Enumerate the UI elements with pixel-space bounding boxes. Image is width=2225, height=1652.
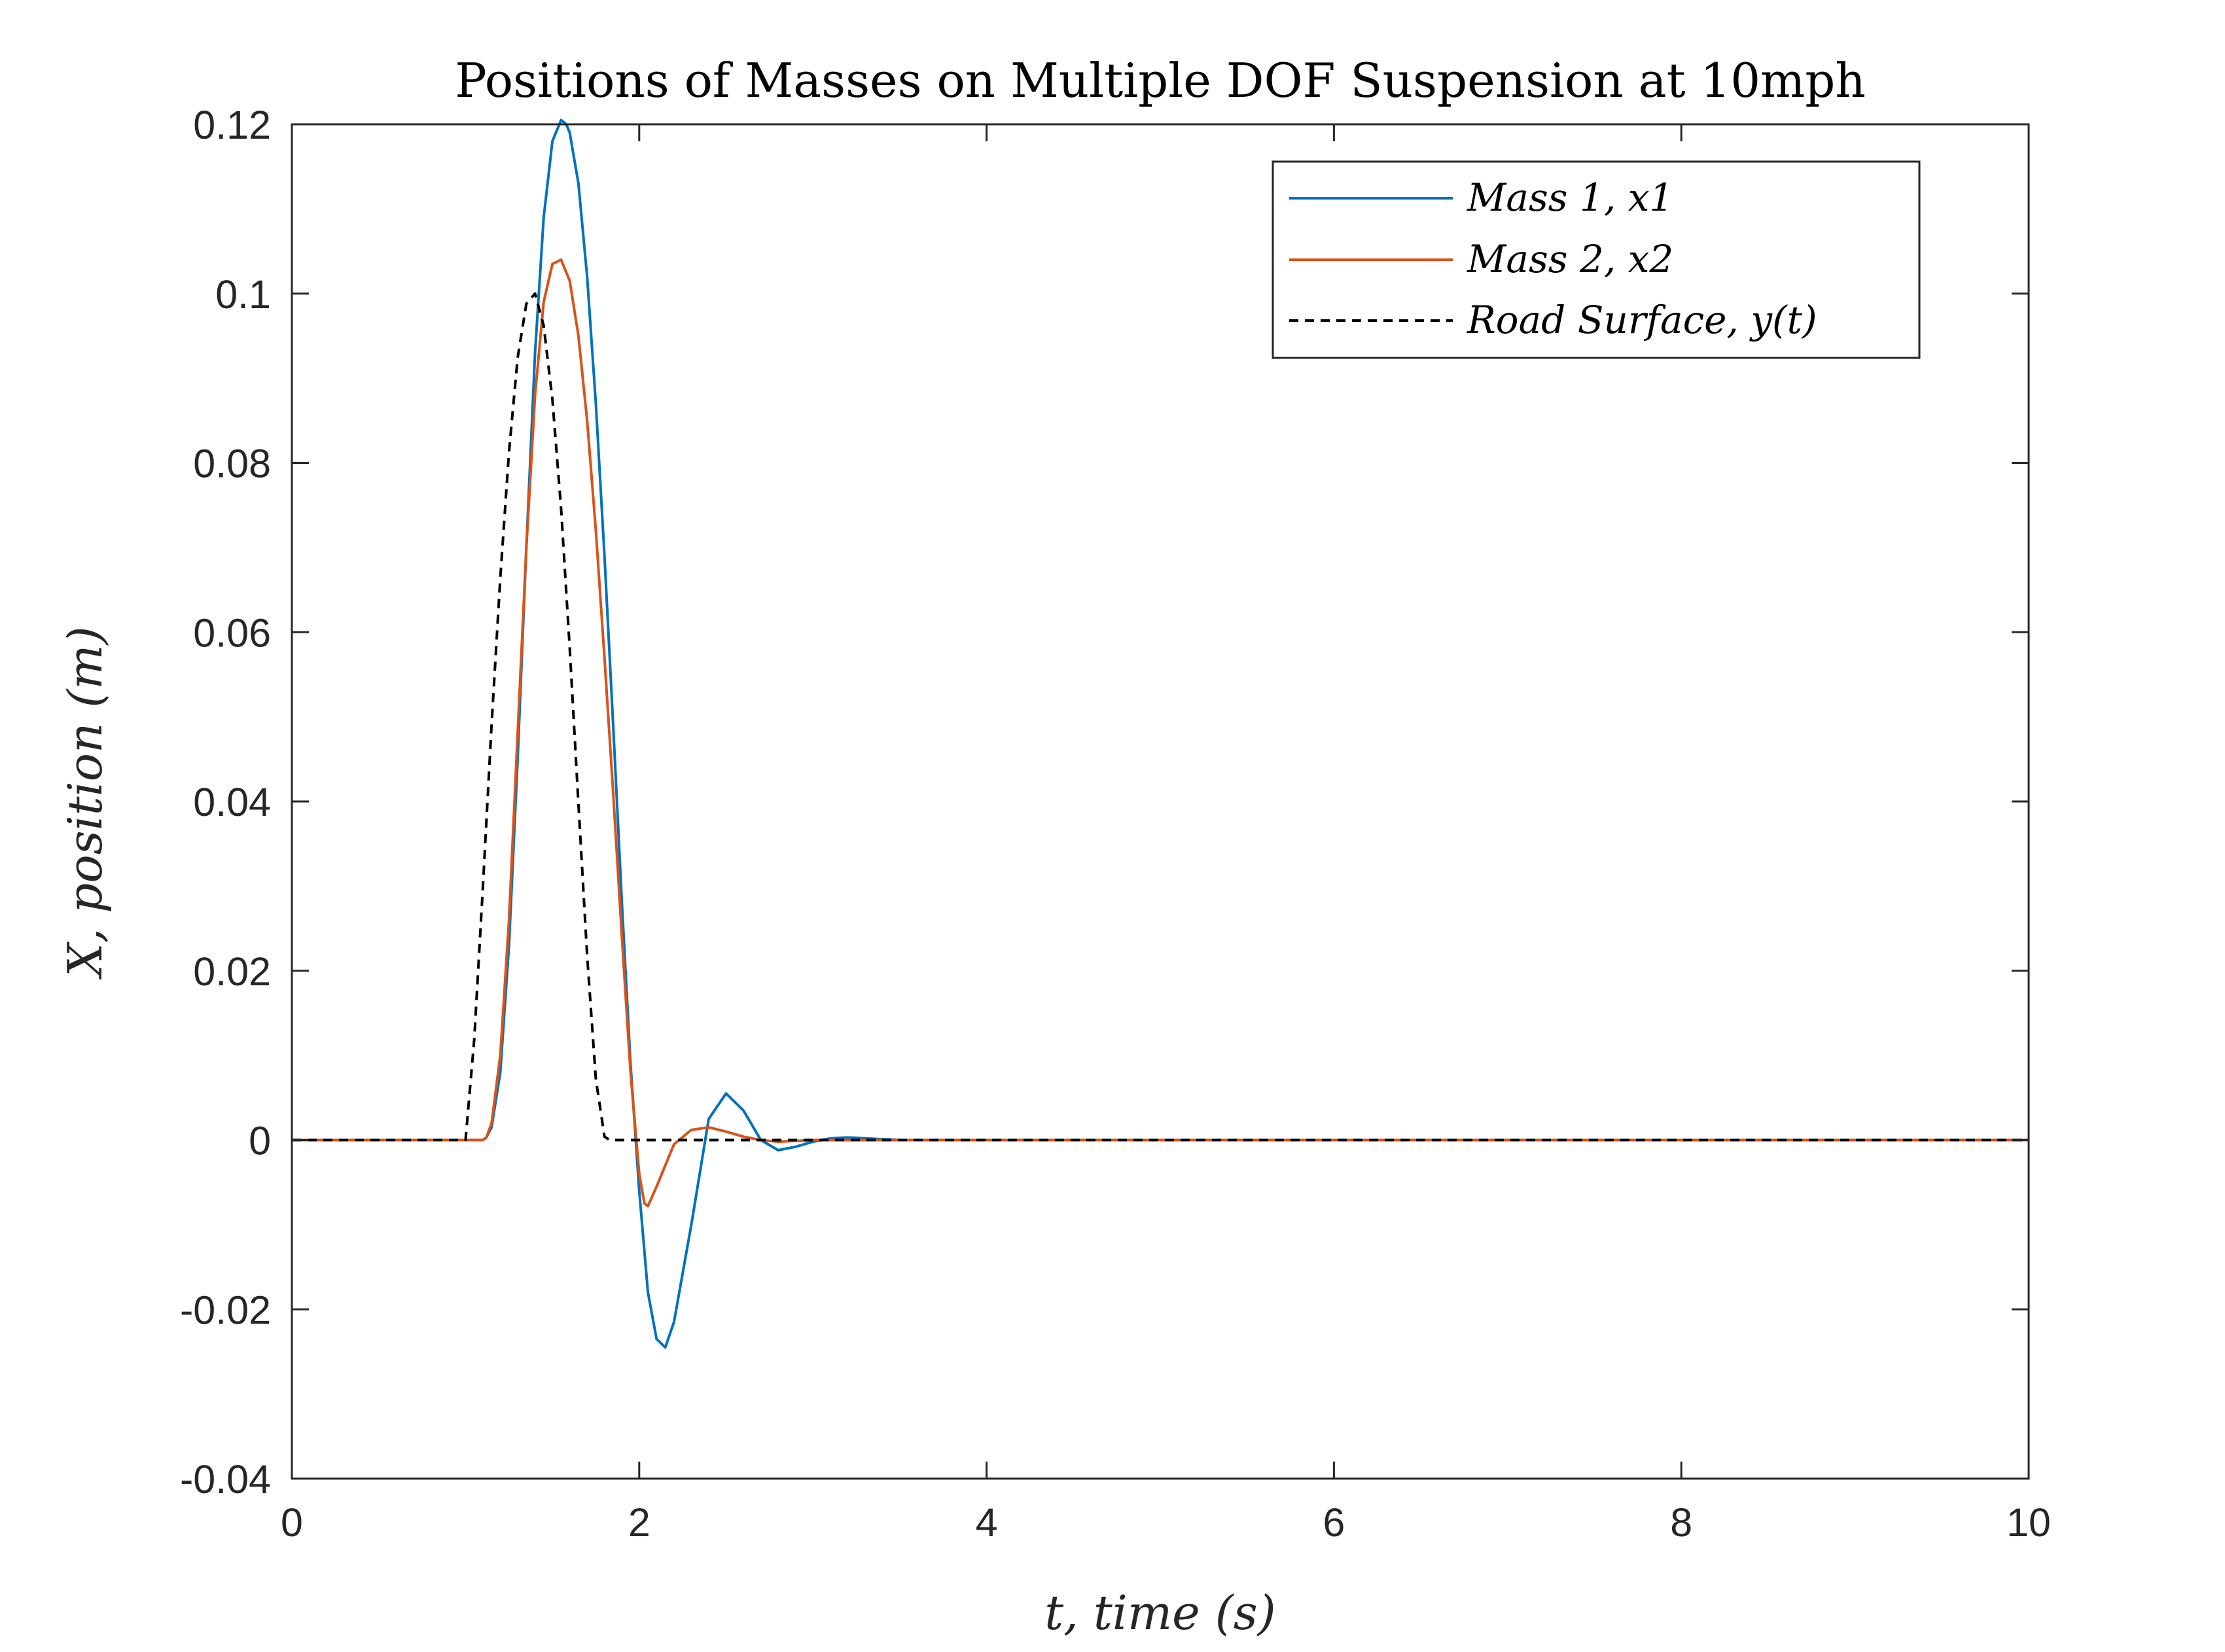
- x-tick-label: 4: [976, 1500, 998, 1545]
- x-tick-label: 10: [2006, 1500, 2051, 1545]
- x-tick-label: 6: [1323, 1500, 1345, 1545]
- y-tick-label: 0.02: [193, 949, 271, 994]
- series-line-3: [292, 292, 2029, 1142]
- chart-title: Positions of Masses on Multiple DOF Susp…: [455, 53, 1866, 108]
- y-tick-label: 0.08: [193, 442, 271, 486]
- y-tick-label: 0.04: [193, 780, 271, 824]
- x-axis-label: t, time (s): [1044, 1585, 1276, 1640]
- y-ticks: -0.04 -0.02 0 0.02 0.04 0.06 0.08 0.1 0.12: [180, 103, 2029, 1502]
- x-ticks: 0 2 4 6 8 10: [281, 124, 2051, 1545]
- x-tick-label: 0: [281, 1500, 303, 1545]
- y-tick-label: 0.1: [215, 272, 271, 317]
- legend: Mass 1, x1 Mass 2, x2 Road Surface, y(t): [1272, 160, 1921, 359]
- y-axis-label: X, position (m): [58, 626, 113, 979]
- x-tick-label: 8: [1670, 1500, 1692, 1545]
- y-tick-label: 0: [249, 1119, 271, 1163]
- legend-label-mass-1: Mass 1, x1: [1467, 175, 1673, 220]
- y-tick-label: -0.02: [180, 1288, 271, 1332]
- y-tick-label: 0.12: [193, 103, 271, 147]
- legend-label-road-surface: Road Surface, y(t): [1467, 298, 1817, 342]
- series-group: [292, 118, 2029, 1349]
- legend-label-mass-2: Mass 2, x2: [1467, 237, 1673, 281]
- y-tick-label: -0.04: [180, 1457, 271, 1502]
- y-tick-label: 0.06: [193, 610, 271, 655]
- x-tick-label: 2: [628, 1500, 650, 1545]
